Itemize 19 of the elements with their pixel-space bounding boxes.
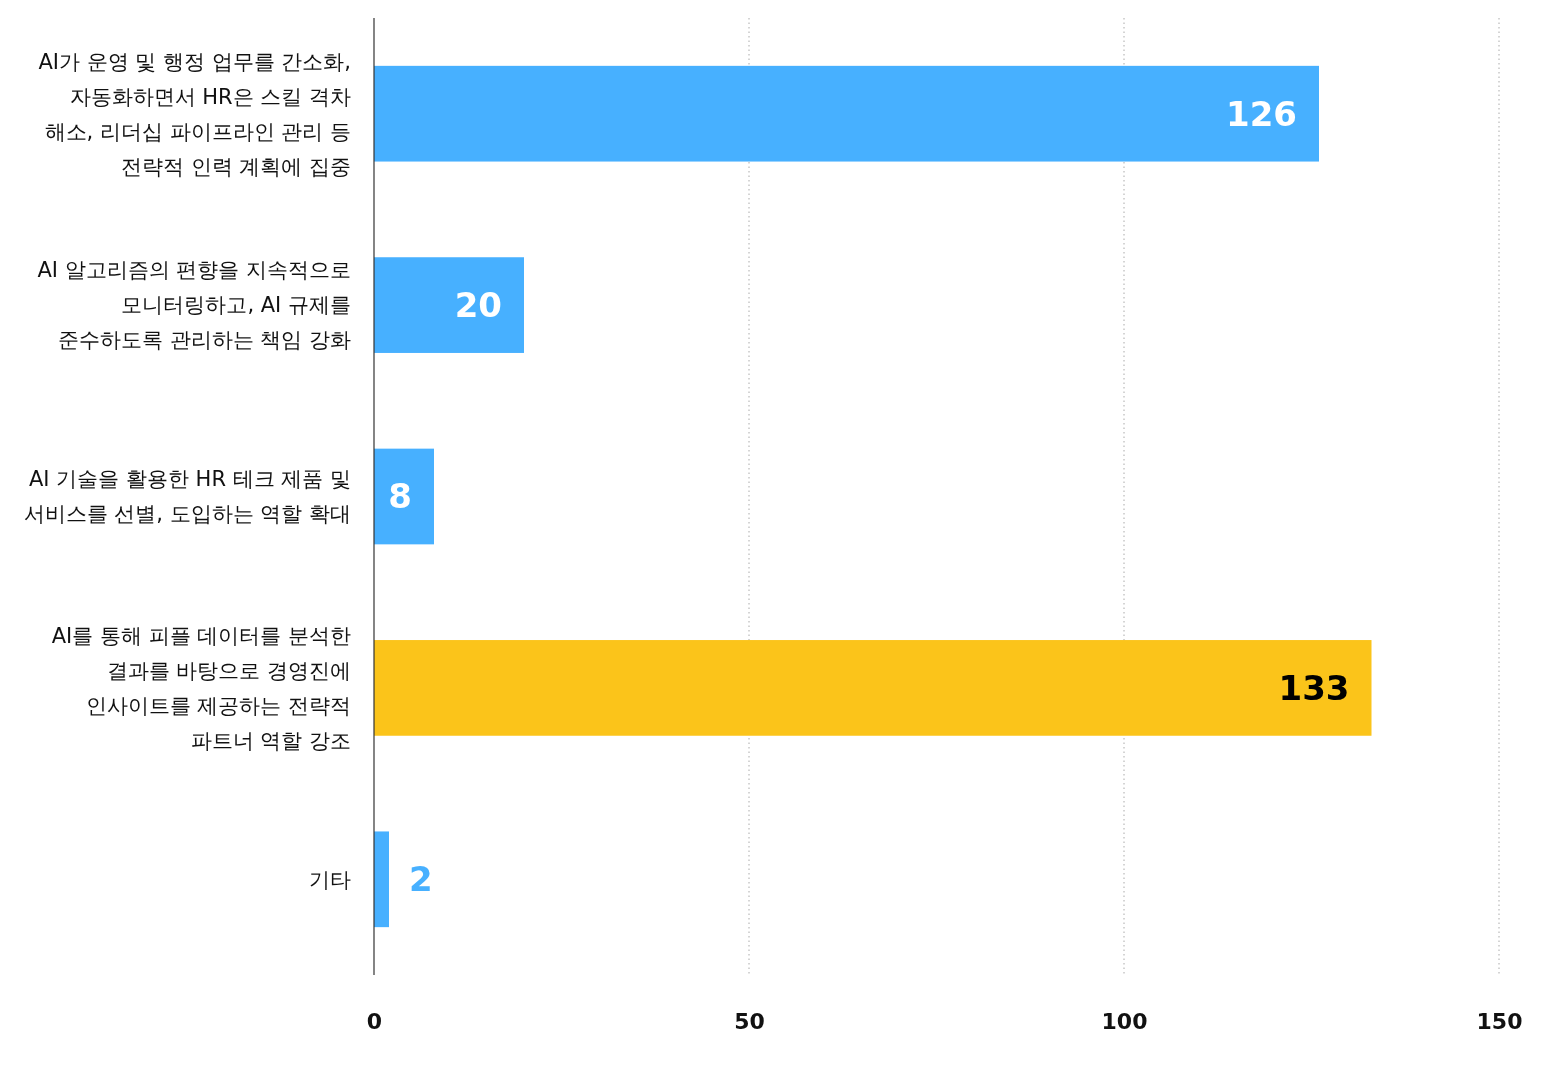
y-tick-label: AI가 운영 및 행정 업무를 간소화, 자동화하면서 HR은 스킬 격차 해소, 리더십 파이프라인 관리 등 전략적 인력 계획에 집중 (38, 49, 351, 179)
data-label: 8 (388, 476, 412, 517)
data-label: 126 (1226, 93, 1297, 134)
x-tick-label: 100 (1101, 1008, 1148, 1034)
bar (374, 640, 1372, 736)
bar (374, 65, 1319, 162)
x-tick-label: 0 (366, 1008, 383, 1034)
bar (374, 831, 389, 928)
bar (374, 257, 524, 353)
y-tick-label: AI 알고리즘의 편향을 지속적으로 모니터링하고, AI 규제를 준수하도록 관리하는 책임 강화 (37, 258, 351, 353)
data-label: 133 (1278, 667, 1350, 708)
data-label: 20 (454, 285, 502, 325)
y-tick-label: 기타 (309, 867, 351, 892)
y-tick-label: AI 기술을 활용한 HR 테크 제품 및 서비스를 선별, 도입하는 역할 확대 (23, 467, 351, 527)
x-tick-label: 150 (1476, 1008, 1523, 1034)
bar (374, 448, 434, 545)
x-tick-label: 50 (734, 1008, 765, 1034)
data-label: 2 (409, 859, 433, 900)
y-tick-label: AI를 통해 피플 데이터를 분석한 결과를 바탕으로 경영진에 인사이트를 제공하는 전략적 파트너 역할 강조 (51, 623, 351, 753)
